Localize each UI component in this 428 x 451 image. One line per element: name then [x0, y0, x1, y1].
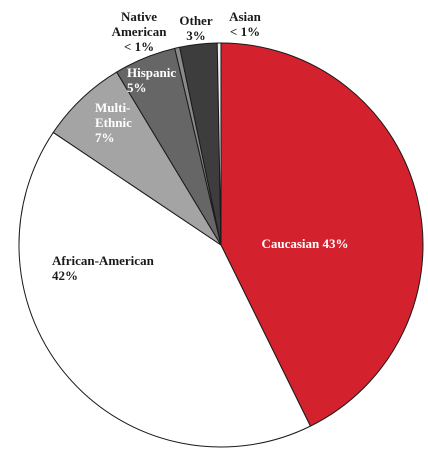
pie-label-african-american: African-American 42% [52, 253, 155, 283]
pie-label-asian: Asian < 1% [229, 9, 262, 39]
pie-label-native-american: Native American < 1% [112, 9, 168, 54]
pie-label-caucasian: Caucasian 43% [261, 236, 348, 251]
pie-label-other: Other 3% [179, 13, 212, 43]
pie-slice-caucasian [220, 42, 424, 427]
pie-label-hispanic: Hispanic 5% [127, 65, 176, 95]
pie-slice-asian [216, 42, 222, 246]
pie-labels: Caucasian 43% African-American 42% Multi-Et… [52, 9, 349, 283]
pie-slices [18, 42, 424, 448]
pie-slice-african-american [18, 131, 311, 448]
pie-label-multi-ethnic: Multi-Ethnic 7% [95, 100, 132, 145]
